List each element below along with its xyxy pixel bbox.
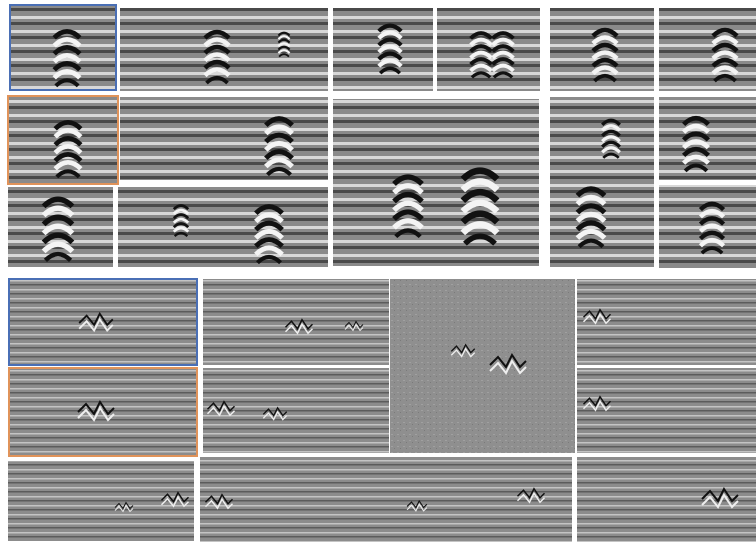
tile [577,279,756,365]
tile [9,279,197,365]
tile [577,457,756,542]
tile [118,187,328,267]
top-tiles [8,5,756,268]
tile [333,99,539,266]
tile [200,457,572,542]
tile [390,279,575,453]
tile [659,8,756,91]
radargram-grid [0,0,756,542]
tile [577,368,756,453]
tile [550,97,654,267]
tile [203,279,389,365]
tile [120,97,328,180]
bottom-tiles [8,279,756,542]
tile [550,8,654,91]
